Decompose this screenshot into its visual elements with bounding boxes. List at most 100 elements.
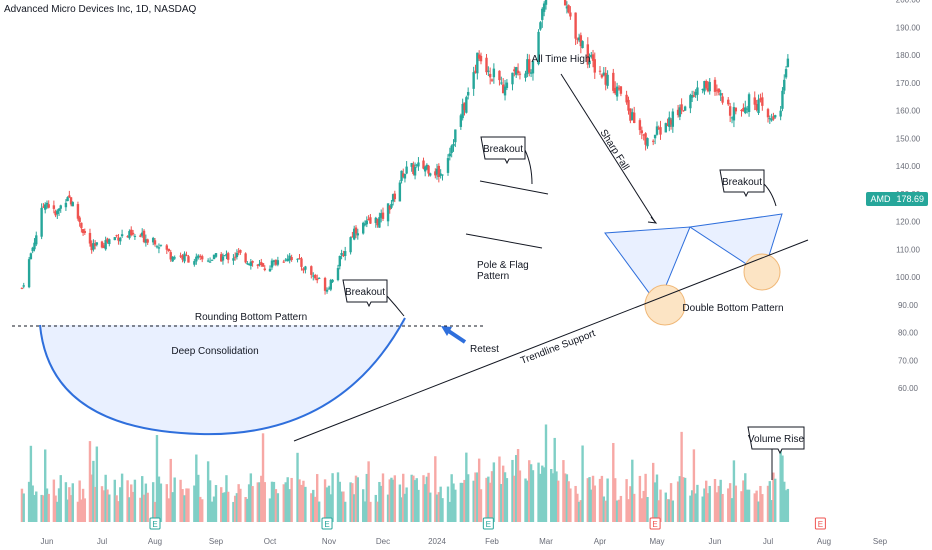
candle-body — [314, 274, 317, 279]
candle-body — [786, 58, 790, 67]
candle-body — [676, 109, 680, 116]
volume-bar — [627, 499, 630, 522]
candle-body — [210, 259, 214, 261]
candle-body — [629, 108, 632, 121]
event-marker[interactable] — [482, 517, 494, 530]
candle-body — [779, 110, 782, 117]
candle-body — [362, 222, 365, 234]
candle-body — [195, 256, 198, 262]
event-marker[interactable] — [649, 517, 661, 530]
candle-body — [351, 236, 354, 238]
candle-body — [214, 253, 218, 257]
volume-bar — [249, 473, 253, 522]
volume-bar — [244, 497, 247, 522]
volume-bar — [590, 489, 593, 522]
candle-body — [772, 116, 775, 120]
candle-body — [35, 235, 38, 245]
candle-body — [405, 166, 408, 174]
candle-body — [657, 127, 660, 129]
pole-flag-label-2: Pattern — [477, 271, 509, 282]
candle-body — [233, 256, 237, 258]
y-tick-label: 200.00 — [896, 0, 921, 5]
volume-bar — [327, 485, 331, 522]
candle-body — [284, 259, 287, 261]
volume-bar — [142, 494, 146, 522]
candle-body — [727, 99, 730, 105]
volume-bar — [331, 473, 334, 522]
candle-body — [128, 231, 131, 239]
candle-body — [139, 235, 142, 237]
candle-body — [44, 204, 47, 210]
volume-bar — [567, 481, 570, 522]
volume-bar — [165, 484, 169, 522]
volume-bar — [669, 483, 673, 522]
volume-bar — [344, 501, 347, 522]
candle-body — [232, 258, 235, 261]
volume-bar — [542, 467, 546, 522]
candle-body — [683, 106, 687, 111]
volume-bar — [500, 484, 503, 522]
volume-bar — [638, 475, 642, 522]
candle-body — [258, 263, 261, 265]
candle-body — [422, 160, 425, 169]
candle-body — [640, 130, 643, 134]
event-marker[interactable] — [321, 517, 333, 530]
candle-body — [569, 12, 572, 17]
volume-bar — [179, 479, 182, 522]
volume-bar — [256, 482, 260, 522]
candle-body — [427, 165, 430, 174]
volume-bar — [696, 484, 699, 522]
volume-bar — [349, 482, 352, 522]
candle-body — [689, 95, 692, 109]
candle-body — [412, 164, 415, 174]
breakout-callout-1-box — [342, 279, 388, 308]
event-marker[interactable] — [814, 517, 826, 530]
volume-bar — [298, 479, 301, 522]
x-tick-label: Aug — [817, 537, 831, 546]
candle-body — [144, 239, 148, 243]
volume-bar — [682, 477, 685, 522]
volume-bar — [528, 460, 531, 522]
x-tick-label: Sep — [209, 537, 224, 546]
candle-body — [576, 38, 579, 40]
volume-bar — [783, 481, 786, 522]
candle-body — [378, 217, 381, 228]
volume-bar — [701, 496, 704, 522]
volume-bar — [120, 473, 124, 522]
candle-body — [92, 243, 95, 250]
candle-body — [349, 237, 352, 253]
candle-body — [526, 59, 529, 75]
candle-body — [117, 237, 120, 241]
pole-flag-label-1: Pole & Flag — [477, 260, 529, 271]
volume-bar — [556, 480, 560, 522]
event-marker[interactable] — [149, 517, 161, 530]
candle-body — [403, 173, 407, 179]
volume-bar — [310, 493, 313, 522]
candle-body — [270, 260, 274, 268]
candle-body — [317, 277, 321, 279]
volume-bar — [422, 475, 425, 522]
volume-bar — [574, 485, 577, 522]
volume-bar — [144, 483, 148, 522]
volume-bar — [235, 493, 239, 522]
volume-bar — [133, 479, 137, 522]
volume-bar — [314, 496, 317, 522]
candle-body — [500, 82, 503, 84]
volume-bar — [376, 501, 379, 522]
candle-body — [488, 73, 492, 78]
volume-bar — [757, 501, 760, 522]
volume-bar — [304, 486, 307, 522]
candle-body — [542, 3, 546, 12]
volume-rise-callout-text: Volume Rise — [748, 434, 805, 445]
candle-body — [31, 247, 34, 252]
volume-bar — [553, 437, 556, 522]
candle-body — [108, 239, 111, 245]
candle-body — [66, 197, 69, 202]
volume-bar — [434, 456, 437, 522]
candle-body — [503, 86, 507, 96]
candle-body — [310, 266, 313, 275]
candle-body — [761, 97, 764, 106]
volume-bar — [625, 479, 628, 522]
candle-body — [588, 60, 591, 65]
